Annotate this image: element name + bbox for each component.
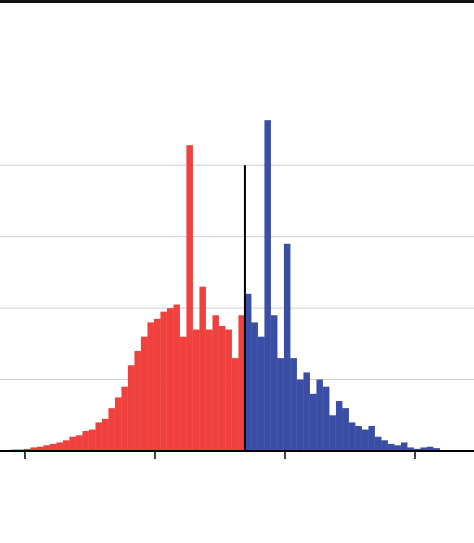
- bar: [147, 322, 154, 451]
- bar: [218, 325, 226, 451]
- bar: [160, 311, 167, 451]
- bar: [283, 243, 291, 451]
- bar: [394, 445, 401, 451]
- bar: [205, 329, 213, 451]
- bar: [348, 422, 356, 451]
- bar: [381, 440, 388, 451]
- bar: [407, 447, 414, 451]
- bar: [400, 442, 408, 451]
- bar: [127, 365, 135, 451]
- bar: [322, 386, 330, 451]
- bar: [342, 408, 349, 451]
- bar: [75, 435, 83, 451]
- bar: [251, 322, 258, 451]
- bar: [30, 447, 37, 451]
- bar: [121, 386, 128, 451]
- bar: [420, 447, 427, 451]
- bar: [69, 436, 76, 451]
- bar: [316, 379, 323, 451]
- bar: [277, 358, 284, 451]
- bar: [244, 293, 252, 451]
- bar: [329, 415, 336, 451]
- bar: [134, 350, 141, 451]
- bar: [335, 400, 343, 451]
- bar: [153, 318, 161, 451]
- bar: [225, 329, 232, 451]
- bar: [101, 418, 109, 451]
- bar: [257, 336, 265, 451]
- bar: [231, 358, 239, 451]
- bar: [186, 145, 193, 451]
- bar: [433, 448, 440, 451]
- bar: [56, 442, 63, 451]
- bar: [62, 440, 70, 451]
- bar: [49, 443, 57, 451]
- bar: [355, 425, 362, 451]
- bar: [296, 379, 304, 451]
- bar: [88, 429, 96, 451]
- bar: [36, 446, 44, 451]
- bar: [192, 329, 200, 451]
- bar: [199, 286, 206, 451]
- bar: [212, 315, 219, 451]
- bar: [108, 408, 115, 451]
- bar: [387, 443, 395, 451]
- bar: [82, 430, 89, 451]
- bar: [166, 308, 174, 451]
- bar: [374, 436, 382, 451]
- bar: [179, 336, 187, 451]
- bar: [413, 448, 421, 451]
- bar: [114, 397, 122, 451]
- bar: [290, 358, 297, 451]
- bar: [303, 372, 310, 451]
- bar: [23, 448, 31, 451]
- bar: [95, 422, 102, 451]
- bar: [173, 304, 180, 451]
- bar: [309, 393, 317, 451]
- bar: [140, 336, 148, 451]
- bar: [426, 446, 434, 451]
- bar: [43, 445, 50, 451]
- top-border: [0, 0, 474, 3]
- bar: [238, 315, 245, 451]
- bar: [361, 429, 369, 451]
- bar: [368, 425, 375, 451]
- bar: [264, 120, 271, 451]
- bar: [270, 315, 278, 451]
